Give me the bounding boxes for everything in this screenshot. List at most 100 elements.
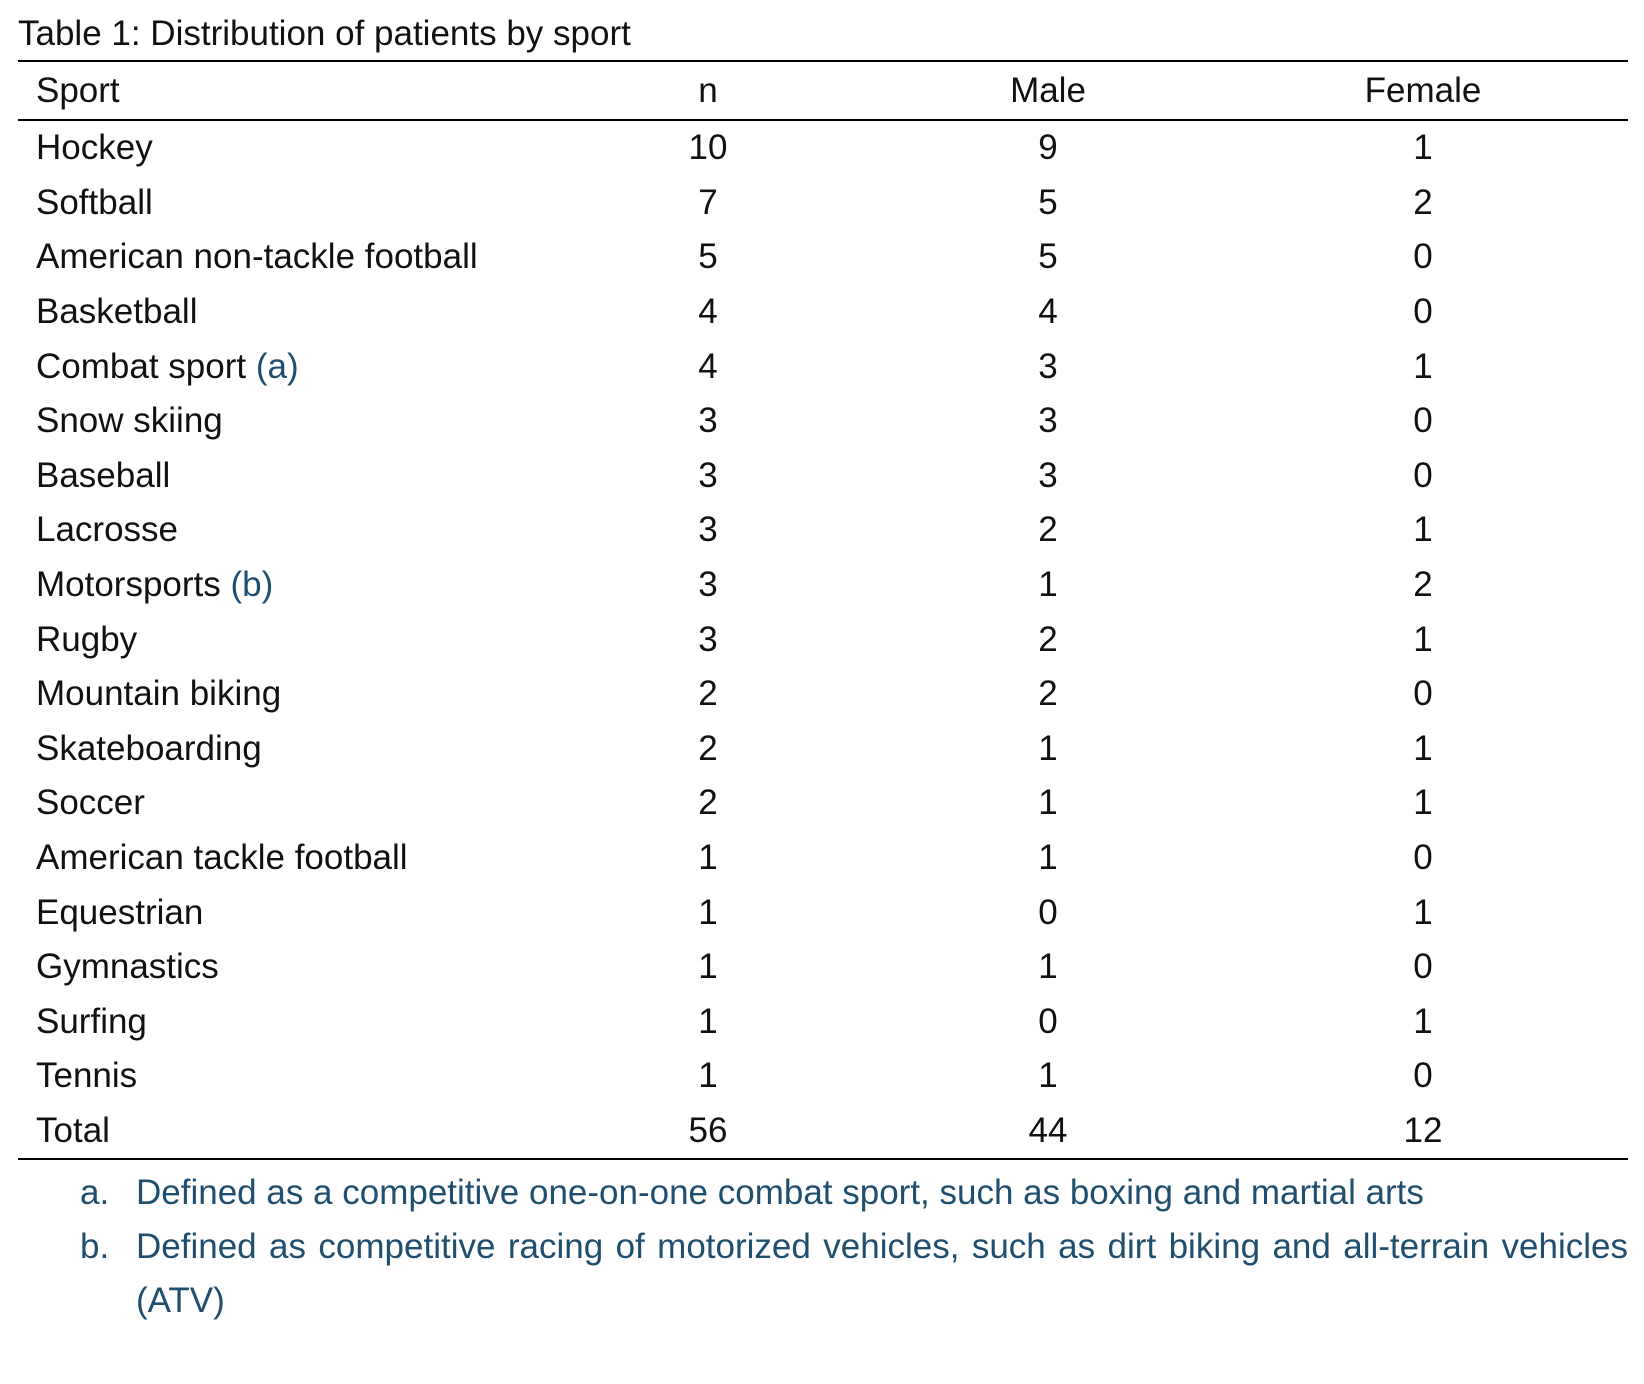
cell-n: 3 [698, 619, 718, 659]
cell-n: 3 [698, 455, 718, 495]
cell-n: 3 [698, 401, 718, 441]
table-row: Snow skiing 3 3 0 [18, 394, 1628, 449]
cell-female: 1 [1413, 728, 1433, 768]
table-row: Mountain biking 2 2 0 [18, 667, 1628, 722]
footnote-text: Defined as competitive racing of motoriz… [136, 1227, 1628, 1321]
cell-female: 0 [1413, 1056, 1433, 1096]
cell-male: 9 [1038, 128, 1058, 168]
cell-female: 0 [1413, 292, 1433, 332]
cell-female: 0 [1413, 947, 1433, 987]
table-row: American tackle football 1 1 0 [18, 831, 1628, 886]
table-row: Skateboarding 2 1 1 [18, 722, 1628, 777]
cell-n: 2 [698, 674, 718, 714]
cell-female: 1 [1413, 1001, 1433, 1041]
cell-male: 4 [1038, 292, 1058, 332]
sport-name: Equestrian [36, 892, 204, 932]
cell-female: 2 [1413, 565, 1433, 605]
cell-female: 1 [1413, 346, 1433, 386]
cell-male: 5 [1038, 237, 1058, 277]
column-header-male: Male [1010, 70, 1086, 110]
sport-name: Basketball [36, 292, 198, 332]
table-row-total: Total 56 44 12 [18, 1104, 1628, 1160]
cell-male: 0 [1038, 1001, 1058, 1041]
cell-sport: Snow skiing [18, 394, 538, 449]
cell-n: 3 [698, 510, 718, 550]
cell-n: 5 [698, 237, 718, 277]
footnote-marker: (b) [230, 565, 274, 605]
cell-sport: Total [18, 1104, 538, 1160]
cell-male: 44 [1028, 1110, 1068, 1150]
cell-sport: Hockey [18, 120, 538, 176]
header-row: Sport n Male Female [18, 61, 1628, 120]
cell-male: 2 [1038, 510, 1058, 550]
cell-female: 1 [1413, 783, 1433, 823]
cell-n: 1 [698, 1056, 718, 1096]
cell-sport: Softball [18, 176, 538, 231]
footnote-item: a. Defined as a competitive one-on-one co… [18, 1166, 1628, 1220]
cell-n: 2 [698, 783, 718, 823]
cell-male: 0 [1038, 892, 1058, 932]
cell-male: 3 [1038, 401, 1058, 441]
cell-male: 1 [1038, 783, 1058, 823]
footnote-label: a. [80, 1173, 110, 1213]
sport-name: Gymnastics [36, 947, 219, 987]
cell-female: 0 [1413, 838, 1433, 878]
table-row: Tennis 1 1 0 [18, 1049, 1628, 1104]
sport-name: Baseball [36, 455, 171, 495]
table-row: Soccer 2 1 1 [18, 776, 1628, 831]
cell-n: 1 [698, 892, 718, 932]
sport-distribution-table: Sport n Male Female Hockey 1 0 9 1 Softball 7 5… [18, 60, 1628, 1160]
cell-female: 0 [1413, 674, 1433, 714]
sport-name: Combat sport [36, 346, 247, 386]
table-row: Combat sport (a) 4 3 1 [18, 339, 1628, 394]
table-caption: Table 1: Distribution of patients by spo… [18, 14, 631, 53]
column-header-female: Female [1364, 70, 1482, 110]
cell-male: 5 [1038, 182, 1058, 222]
column-header-n: n [698, 70, 718, 110]
table-row: Equestrian 1 0 1 [18, 885, 1628, 940]
table-row: Basketball 4 4 0 [18, 285, 1628, 340]
table-body: Hockey 1 0 9 1 Softball 7 5 2 American non-tackle… [18, 120, 1628, 1160]
cell-n: 7 [698, 182, 718, 222]
cell-male: 1 [1038, 947, 1058, 987]
table-row: Surfing 1 0 1 [18, 995, 1628, 1050]
cell-sport: Surfing [18, 995, 538, 1050]
footnote-label: b. [80, 1227, 110, 1267]
footnote-marker: (a) [255, 346, 299, 386]
cell-female: 12 [1403, 1110, 1443, 1150]
table-row: American non-tackle football 5 5 0 [18, 230, 1628, 285]
cell-male: 1 [1038, 1056, 1058, 1096]
table-row: Softball 7 5 2 [18, 176, 1628, 231]
cell-male: 1 [1038, 838, 1058, 878]
cell-female: 1 [1413, 619, 1433, 659]
cell-male: 2 [1038, 674, 1058, 714]
cell-female: 0 [1413, 237, 1433, 277]
cell-female: 2 [1413, 182, 1433, 222]
document-page: Table 1: Distribution of patients by spo… [18, 14, 1628, 1328]
sport-name: Lacrosse [36, 510, 179, 550]
cell-sport: Skateboarding [18, 722, 538, 777]
sport-name: Mountain biking [36, 674, 282, 714]
cell-n: 4 [698, 292, 718, 332]
cell-n: 1 [698, 838, 718, 878]
cell-male: 1 [1038, 728, 1058, 768]
sport-name: Softball [36, 182, 153, 222]
table-row: Motorsports (b) 3 1 2 [18, 558, 1628, 613]
cell-sport: Equestrian [18, 885, 538, 940]
sport-name: Hockey [36, 128, 153, 168]
table-row: Baseball 3 3 0 [18, 449, 1628, 504]
cell-sport: Combat sport (a) [18, 339, 538, 394]
sport-name: American tackle football [36, 838, 408, 878]
cell-female: 0 [1413, 401, 1433, 441]
sport-name: Surfing [36, 1001, 147, 1041]
sport-name: Snow skiing [36, 401, 223, 441]
cell-sport: Rugby [18, 612, 538, 667]
cell-female: 1 [1413, 892, 1433, 932]
cell-male: 3 [1038, 455, 1058, 495]
cell-male: 3 [1038, 346, 1058, 386]
cell-sport: Tennis [18, 1049, 538, 1104]
cell-sport: American tackle football [18, 831, 538, 886]
sport-name: American non-tackle football [36, 237, 478, 277]
cell-n: 2 [698, 728, 718, 768]
cell-n: 1 [698, 1001, 718, 1041]
